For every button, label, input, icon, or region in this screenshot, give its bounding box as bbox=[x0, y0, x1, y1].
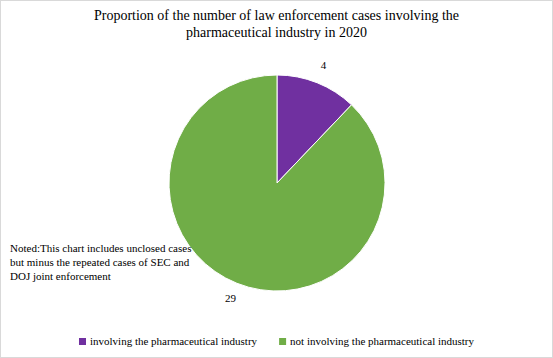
legend-label: involving the pharmaceutical industry bbox=[90, 335, 258, 347]
text-line: pharmaceutical industry in 2020 bbox=[186, 25, 367, 40]
data-label: 4 bbox=[321, 59, 327, 71]
legend-item: involving the pharmaceutical industry bbox=[79, 335, 258, 347]
note: Noted:This chart includes unclosed cases… bbox=[10, 242, 191, 282]
legend-label: not involving the pharmaceutical industr… bbox=[290, 335, 474, 347]
pie-slice bbox=[169, 75, 385, 291]
chart-title: Proportion of the number of law enforcem… bbox=[94, 8, 459, 40]
text-line: Proportion of the number of law enforcem… bbox=[94, 8, 459, 23]
text-line: but minus the repeated cases of SEC and bbox=[10, 256, 190, 268]
chart-frame bbox=[1, 1, 553, 358]
data-labels: 4 29 bbox=[225, 59, 327, 304]
legend-swatch bbox=[79, 338, 86, 345]
text-line: Noted:This chart includes unclosed cases bbox=[10, 242, 191, 254]
legend-swatch bbox=[279, 338, 286, 345]
legend: involving the pharmaceutical industry not… bbox=[79, 335, 475, 347]
legend-item: not involving the pharmaceutical industr… bbox=[279, 335, 474, 347]
chart-svg: Proportion of the number of law enforcem… bbox=[0, 0, 553, 358]
data-label: 29 bbox=[225, 292, 237, 304]
pie-group bbox=[169, 75, 385, 291]
text-line: DOJ joint enforcement bbox=[10, 270, 111, 282]
